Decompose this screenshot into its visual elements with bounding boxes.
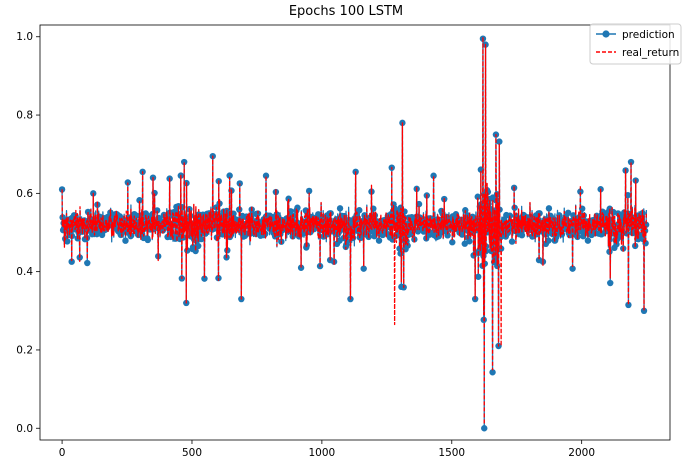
- legend-prediction-marker: [602, 30, 610, 38]
- x-tick-label: 0: [59, 447, 66, 459]
- x-tick-label: 2000: [568, 447, 595, 459]
- data-point-prediction: [360, 265, 367, 272]
- data-point-prediction: [195, 242, 202, 250]
- data-point-prediction: [336, 205, 344, 212]
- y-tick-label: 0.8: [16, 110, 33, 122]
- data-point-prediction: [144, 236, 152, 244]
- data-point-prediction: [466, 238, 473, 245]
- data-point-prediction: [198, 235, 205, 243]
- data-point-prediction: [545, 205, 553, 212]
- y-tick-label: 0.2: [16, 344, 33, 356]
- data-point-prediction: [84, 259, 91, 267]
- data-point-prediction: [201, 275, 208, 282]
- data-point-prediction: [481, 425, 488, 432]
- x-tick-label: 500: [182, 447, 202, 459]
- legend: prediction real_return: [589, 23, 682, 65]
- data-point-prediction: [607, 279, 614, 287]
- legend-prediction-label: prediction: [622, 29, 675, 41]
- data-point-prediction: [584, 237, 592, 244]
- y-tick-label: 0.6: [16, 188, 33, 200]
- y-tick-label: 0.0: [16, 423, 33, 435]
- legend-real-return-label: real_return: [622, 47, 679, 59]
- data-layer: [58, 35, 650, 432]
- data-point-prediction: [294, 204, 301, 211]
- y-tick-label: 1.0: [16, 31, 33, 43]
- data-point-prediction: [68, 258, 75, 265]
- data-point-prediction: [192, 247, 199, 255]
- data-point-prediction: [180, 158, 188, 166]
- data-point-prediction: [98, 231, 106, 239]
- data-point-prediction: [136, 197, 143, 204]
- x-tick-label: 1000: [309, 447, 336, 459]
- data-point-prediction: [508, 238, 516, 245]
- y-tick-label: 0.4: [16, 266, 33, 278]
- data-point-prediction: [153, 207, 161, 214]
- chart-title: Epochs 100 LSTM: [288, 4, 404, 19]
- data-point-prediction: [475, 273, 482, 280]
- data-point-prediction: [518, 231, 526, 239]
- data-point-prediction: [122, 237, 129, 244]
- x-tick-label: 1500: [438, 447, 465, 459]
